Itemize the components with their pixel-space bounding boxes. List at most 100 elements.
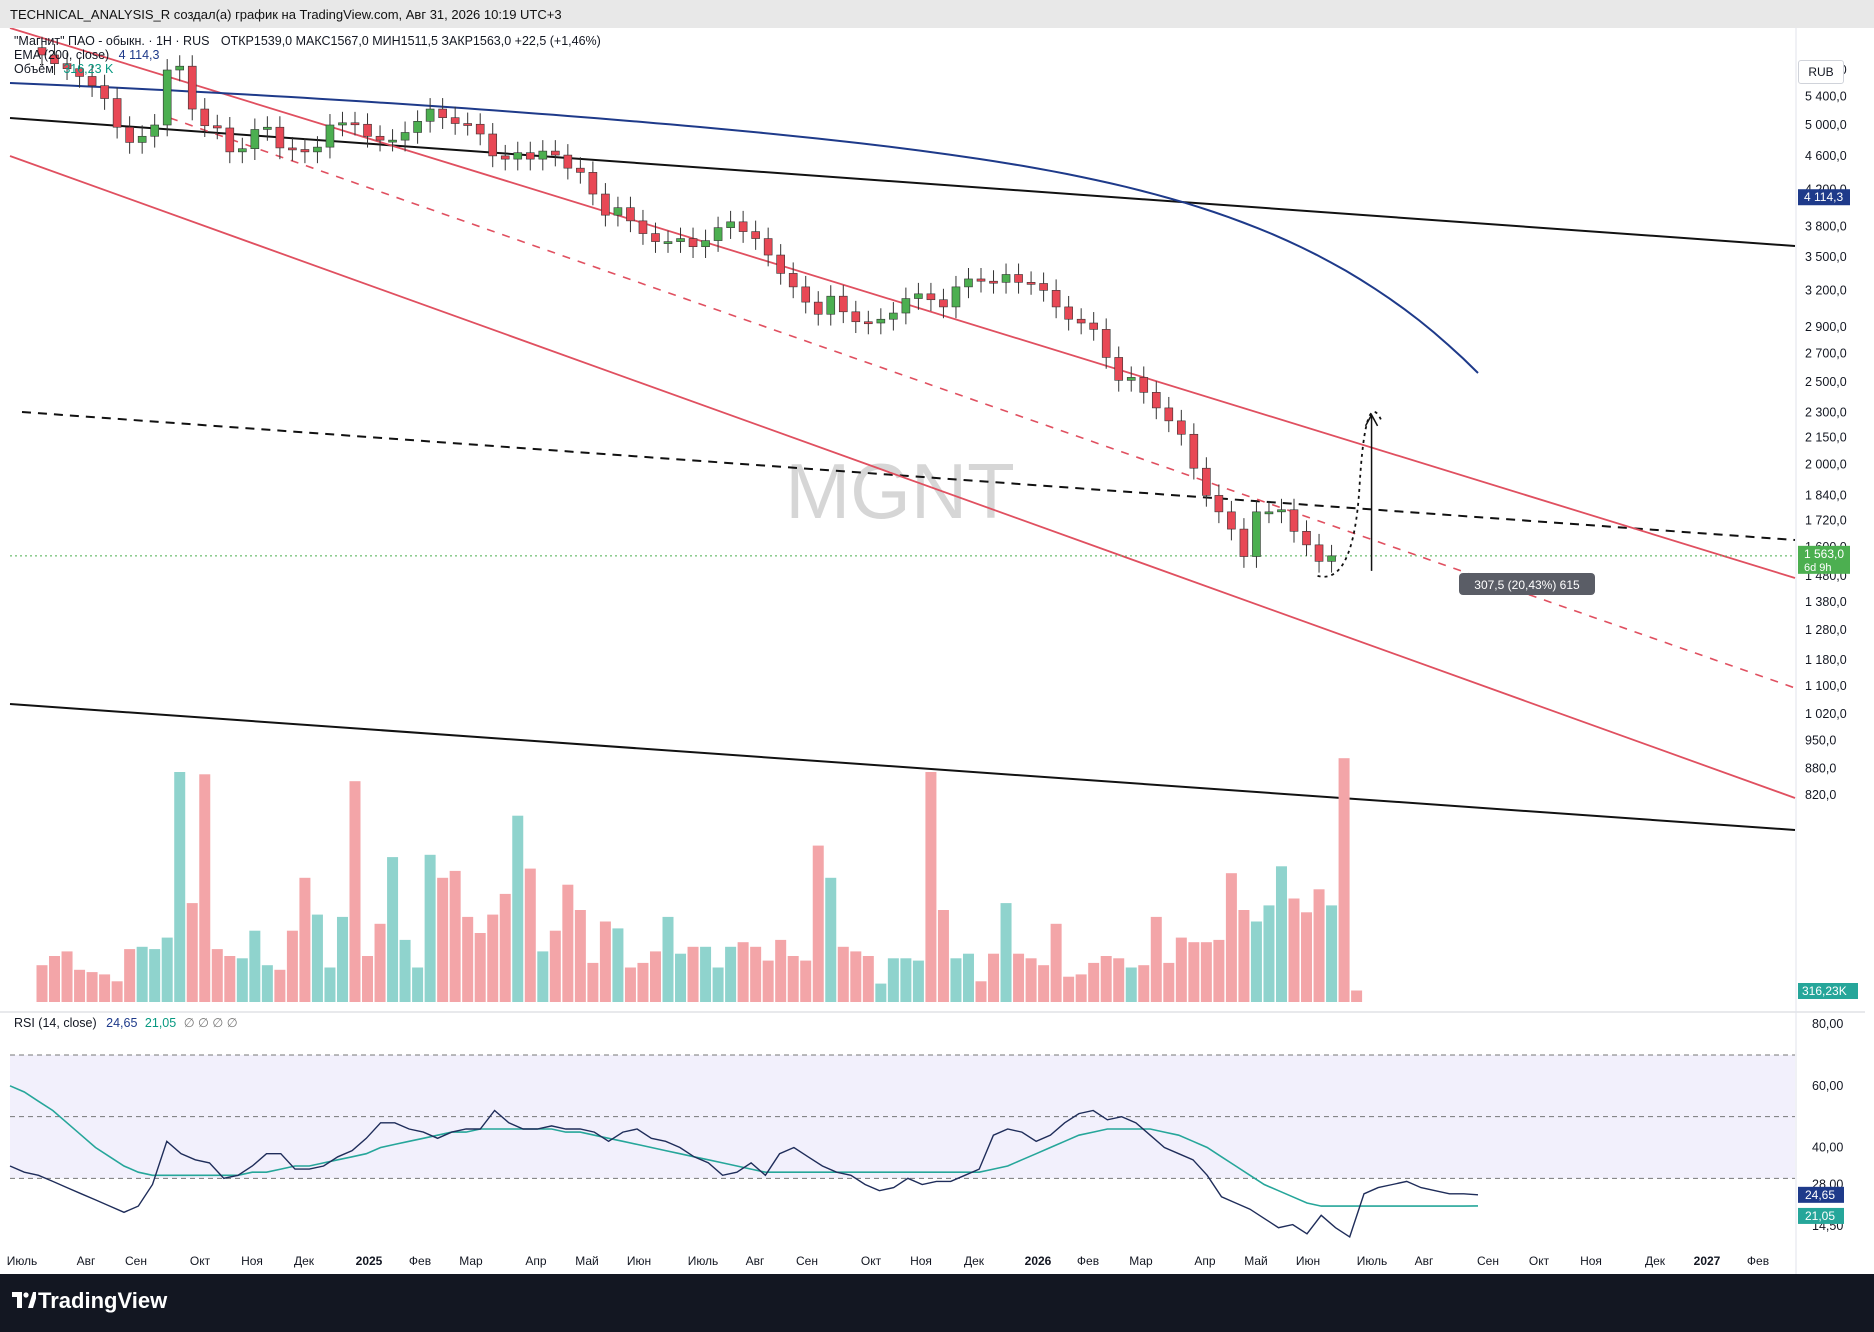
volume-bar (1138, 965, 1150, 1002)
volume-bar (925, 772, 937, 1002)
volume-bar (336, 916, 348, 1002)
ema-price-tag-label: 4 114,3 (1804, 190, 1843, 204)
candle-body (1039, 283, 1048, 291)
candle-body (187, 65, 197, 110)
candle-body (651, 233, 660, 242)
rsi-value: 24,65 (106, 1016, 138, 1030)
time-axis-label: Фев (409, 1254, 431, 1268)
volume-bar (750, 946, 762, 1002)
candle-body (112, 98, 122, 128)
volume-bar (362, 956, 374, 1002)
candle-body (1302, 531, 1311, 546)
candle-body (538, 150, 548, 160)
last-price-tag (1798, 545, 1850, 574)
candle-body (751, 231, 760, 239)
volume-bar (762, 960, 774, 1002)
volume-bar (311, 914, 323, 1002)
volume-bar (1063, 976, 1075, 1002)
price-tick-label: 2 000,0 (1805, 457, 1847, 471)
rsi-tick-label: 40,00 (1812, 1141, 1843, 1155)
candle-body (338, 122, 347, 126)
volume-bar (1288, 898, 1300, 1002)
volume-bar (49, 956, 61, 1002)
candle-body (801, 286, 811, 303)
last-price-tag-label: 1 563,0 (1804, 547, 1844, 561)
volume-bar (687, 946, 699, 1002)
volume-bar (487, 914, 499, 1002)
volume-bar (74, 969, 86, 1002)
candle-body (488, 133, 498, 157)
currency-button[interactable]: RUB (1798, 60, 1844, 84)
candle-body (976, 278, 986, 282)
candle-body (939, 299, 948, 308)
volume-bar (962, 953, 974, 1002)
time-axis-label: Фев (1747, 1254, 1769, 1268)
volume-bar (988, 953, 1000, 1002)
price-tick-label: 3 800,0 (1805, 220, 1847, 234)
volume-bar (512, 815, 524, 1002)
ema-label: EMA (200, close) (14, 48, 110, 62)
candle-body (838, 295, 848, 313)
volume-bar (1000, 903, 1012, 1002)
price-tick-label: 1 380,0 (1805, 595, 1847, 609)
time-axis-label: Сен (125, 1254, 147, 1268)
price-tick-label: 880,0 (1805, 762, 1836, 776)
time-axis-label: Авг (77, 1254, 96, 1268)
countdown-label: 6d 9h (1804, 562, 1832, 574)
price-tick-label: 950,0 (1805, 733, 1836, 747)
volume-bar (950, 958, 962, 1002)
measure-label-bg (1459, 573, 1595, 595)
volume-bar (537, 951, 549, 1002)
volume-bar (975, 981, 987, 1002)
volume-bar (236, 958, 248, 1002)
ema-value: 4 114,3 (118, 48, 160, 62)
candle-body (62, 63, 72, 70)
time-axis-label: Фев (1077, 1254, 1099, 1268)
volume-bar (712, 967, 724, 1002)
volume-bar (299, 877, 311, 1002)
candle-body (776, 254, 785, 274)
volume-bar (1238, 910, 1250, 1002)
rsi-value-tag-label: 24,65 (1805, 1188, 1835, 1202)
price-tick-label: 5 000,0 (1805, 118, 1847, 132)
volume-bar (36, 965, 48, 1002)
candle-body (1064, 306, 1073, 320)
price-tick-label: 820,0 (1805, 788, 1836, 802)
candle-body (525, 152, 535, 160)
volume-bar (1125, 967, 1137, 1002)
rsi-label: RSI (14, close) (14, 1016, 97, 1030)
volume-bar (1326, 905, 1338, 1002)
volume-bar (700, 946, 712, 1002)
time-axis-label: Сен (1477, 1254, 1499, 1268)
candle-body (1327, 555, 1336, 562)
volume-bar (599, 921, 611, 1002)
volume-tag-label: 316,23K (1802, 984, 1847, 998)
candle-body (238, 148, 247, 153)
volume-bar (111, 981, 123, 1002)
volume-bar (274, 969, 286, 1002)
volume-bar (549, 930, 561, 1002)
candle-body (676, 238, 685, 242)
time-axis-label: Дек (1645, 1254, 1666, 1268)
candle-body (425, 108, 435, 122)
candle-body (1001, 274, 1011, 283)
brand-name: TradingView (38, 1288, 168, 1313)
candle-body (701, 240, 710, 248)
time-axis-label: 2027 (1694, 1254, 1721, 1268)
volume-bar (1351, 990, 1363, 1002)
candle-body (1089, 322, 1098, 330)
volume-bar (587, 962, 599, 1002)
time-axis-label: Дек (294, 1254, 315, 1268)
time-axis-label: Апр (525, 1254, 547, 1268)
candle-body (851, 311, 861, 323)
price-tick-label: 1 180,0 (1805, 653, 1847, 667)
price-tick-label: 2 150,0 (1805, 431, 1847, 445)
candle-body (375, 135, 385, 141)
volume-bar (437, 877, 449, 1002)
rsi-ma-tag-label: 21,05 (1805, 1209, 1835, 1223)
volume-bar (462, 916, 474, 1002)
volume-bar (1050, 923, 1062, 1002)
ema-price-tag (1798, 189, 1850, 206)
